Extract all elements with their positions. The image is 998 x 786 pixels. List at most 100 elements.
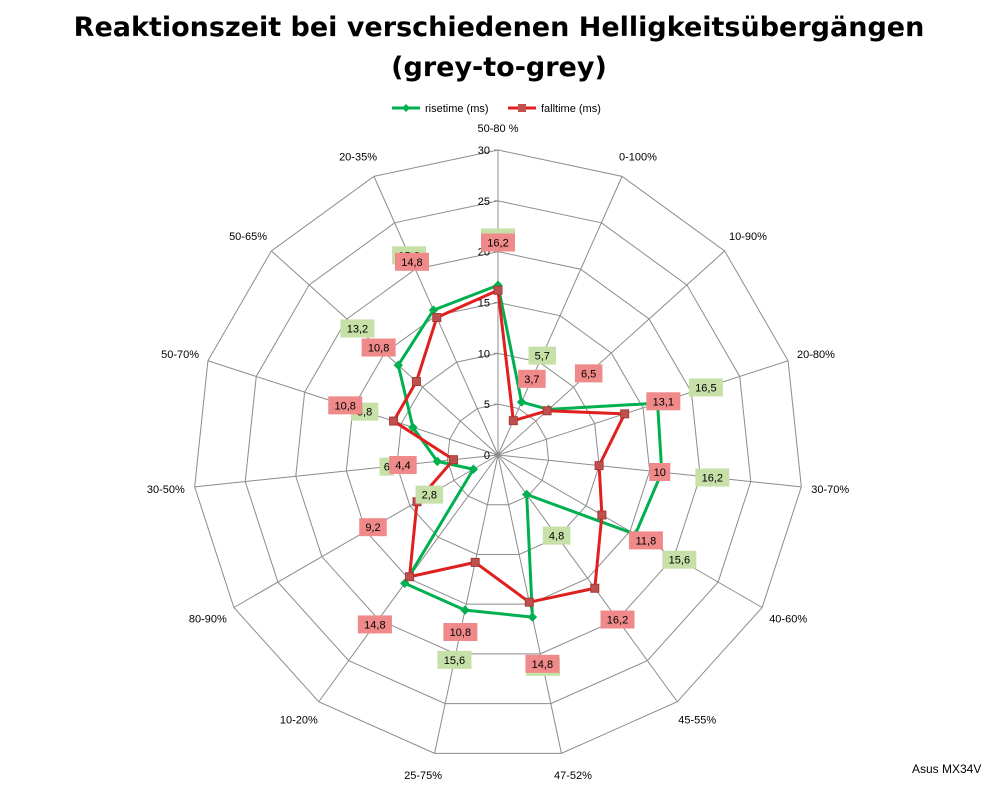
value-label-box [443, 623, 478, 642]
value-label: 15,6 [669, 555, 690, 567]
series-point [521, 489, 532, 500]
value-label-box [394, 252, 429, 271]
value-label: 5,7 [535, 351, 550, 363]
series-point [432, 456, 443, 467]
value-label-box [328, 396, 363, 415]
series-point [400, 578, 410, 589]
value-label-box [695, 468, 730, 487]
value-label-box [361, 338, 396, 357]
grid-spoke [497, 176, 623, 456]
series-line-2 [392, 288, 627, 604]
axis-label: 25-75% [404, 770, 442, 782]
chart-title-line-1: Reaktionszeit bei verschiedenen Helligke… [73, 12, 925, 43]
tick-label: 10 [478, 348, 490, 360]
series-point [389, 416, 399, 426]
value-label: 16,2 [607, 615, 628, 627]
legend-label: risetime (ms) [425, 103, 489, 115]
value-label-box [528, 346, 556, 365]
value-label: 9,2 [365, 522, 380, 534]
series-point [468, 464, 479, 474]
axis-label: 30-70% [811, 484, 849, 496]
tick-label: 5 [484, 399, 490, 411]
value-label-box [525, 654, 560, 673]
value-label: 13,1 [653, 396, 674, 408]
legend: risetime (ms) falltime (ms) [392, 103, 601, 115]
grid-spoke [194, 454, 499, 488]
value-label: 10,8 [335, 400, 356, 412]
series-point [594, 461, 604, 471]
grid-ring-15 [345, 301, 651, 605]
value-label: 14,8 [532, 659, 553, 671]
value-label: 16,2 [487, 238, 508, 250]
series-point [620, 409, 630, 419]
series-point [411, 377, 421, 387]
value-label-box [542, 526, 571, 545]
series-point [460, 605, 470, 615]
value-label: 16,2 [702, 473, 723, 485]
axis-label: 10-90% [729, 231, 767, 243]
value-label: 14,8 [364, 619, 385, 631]
tick-label: 30 [478, 145, 490, 157]
value-label-box [481, 233, 515, 252]
legend-marker [518, 104, 526, 112]
value-label-box [340, 319, 375, 338]
value-label: 2,8 [422, 490, 437, 502]
axis-label: 10-20% [280, 715, 318, 727]
axis-label: 80-90% [189, 614, 227, 626]
series-point [542, 406, 552, 416]
grid-spoke [497, 360, 789, 456]
grid-ring-30 [194, 149, 802, 754]
value-label: 14,8 [401, 257, 422, 269]
chart-title-line-2: (grey-to-grey) [391, 52, 607, 83]
value-label-box [359, 518, 387, 537]
tick-label: 25 [478, 196, 490, 208]
axis-label: 47-52% [554, 770, 592, 782]
series-point [432, 313, 442, 323]
chart-title: Reaktionszeit bei verschiedenen Helligke… [0, 8, 998, 88]
value-label: 10 [654, 467, 666, 479]
value-label-box [600, 610, 635, 629]
series-point [527, 612, 538, 622]
value-label: 13,2 [347, 323, 368, 335]
series-point [393, 360, 403, 370]
axis-label: 20-35% [339, 151, 377, 163]
value-label-box [649, 463, 671, 482]
axis-label: 30-50% [147, 484, 185, 496]
value-label: 6,5 [581, 368, 596, 380]
grid-ring-25 [244, 200, 752, 705]
value-label: 16,5 [695, 382, 716, 394]
axis-labels: 50-80 % 0-100% 10-90% 20-80% 30-70% 40-60% 45-… [147, 123, 849, 782]
tick-label: 0 [484, 450, 490, 462]
series-lines [389, 280, 667, 622]
axis-label: 45-55% [678, 715, 716, 727]
axis-label: 0-100% [619, 151, 657, 163]
axis-label: 40-60% [769, 614, 807, 626]
grid-spoke [434, 454, 499, 754]
axis-label: 50-65% [229, 231, 267, 243]
series-point [524, 597, 534, 607]
axis-label: 50-70% [161, 349, 199, 361]
value-label: 4,8 [549, 531, 564, 543]
series-point [590, 583, 600, 593]
value-label: 10,8 [450, 627, 471, 639]
value-label-box [518, 369, 546, 388]
value-label: 3,7 [524, 374, 539, 386]
series-line-1 [396, 283, 664, 619]
grid-ring-20 [295, 251, 701, 655]
value-label: 6 [384, 462, 390, 474]
value-label-box [437, 650, 472, 669]
source-note: Asus MX34V [912, 762, 982, 776]
axis-label: 20-80% [797, 349, 835, 361]
series-point [405, 572, 415, 582]
series-point [493, 285, 503, 295]
value-label-box [688, 378, 723, 397]
series-point [470, 557, 480, 567]
grid-ring-10 [396, 352, 600, 555]
legend-label: falltime (ms) [541, 103, 601, 115]
legend-marker [402, 104, 410, 112]
axis-label: 50-80 % [478, 123, 519, 135]
value-label: 10,8 [368, 343, 389, 355]
value-label-box [389, 455, 417, 474]
value-label: 4,4 [395, 460, 410, 472]
